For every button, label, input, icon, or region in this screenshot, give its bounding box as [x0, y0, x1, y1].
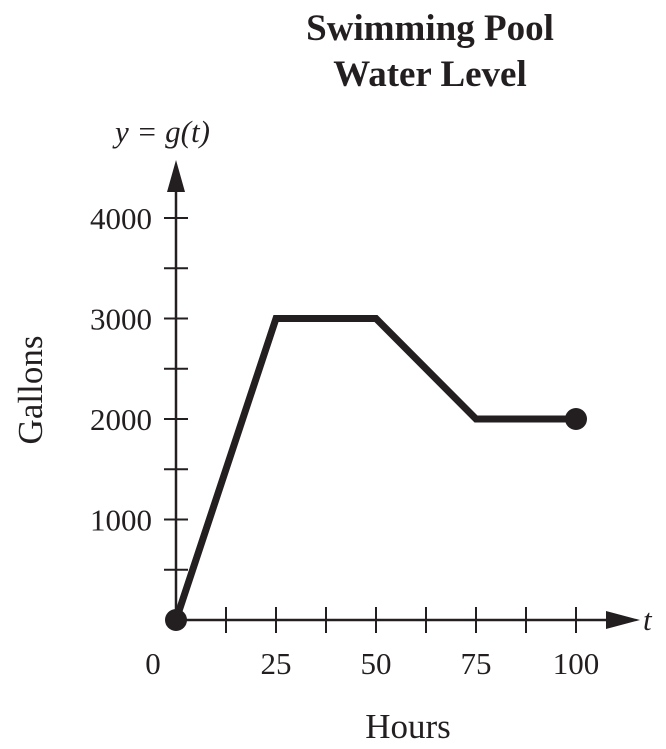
- y-axis-variable-label: y = g(t): [112, 114, 210, 149]
- start-point-marker: [165, 609, 187, 631]
- y-tick-label: 4000: [90, 201, 152, 236]
- tick-labels: 0 25 50 75 100 1000 2000 3000 4000: [90, 201, 599, 681]
- y-tick-label: 1000: [90, 503, 152, 538]
- y-axis-title: Gallons: [11, 336, 50, 445]
- chart-title-line-2: Water Level: [333, 54, 527, 95]
- x-tick-label: 75: [461, 646, 492, 681]
- y-axis-arrowhead: [167, 160, 185, 192]
- x-tick-label: 25: [261, 646, 292, 681]
- x-tick-label: 50: [361, 646, 392, 681]
- chart-title-line-1: Swimming Pool: [306, 8, 554, 49]
- series: [165, 315, 587, 631]
- y-tick-label: 3000: [90, 302, 152, 337]
- axes: [167, 160, 640, 629]
- x-axis-arrowhead: [606, 611, 640, 629]
- y-tick-label: 2000: [90, 402, 152, 437]
- series-line: [172, 315, 576, 622]
- x-tick-label: 0: [145, 646, 161, 681]
- end-point-marker: [565, 408, 587, 430]
- x-axis-variable-label: t: [643, 602, 653, 637]
- x-axis-title: Hours: [365, 707, 451, 746]
- x-tick-label: 100: [553, 646, 600, 681]
- ticks: [164, 217, 577, 633]
